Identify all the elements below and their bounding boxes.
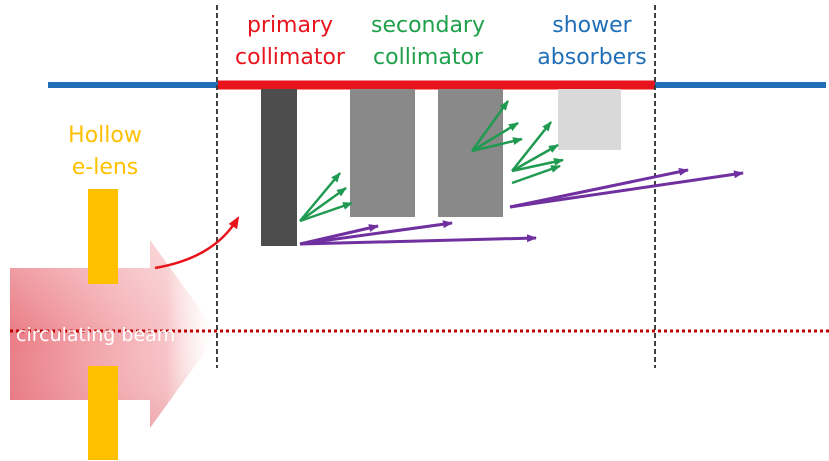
halo-kick-arrow xyxy=(155,218,238,268)
primary-collimator-label-line2: collimator xyxy=(235,45,346,70)
elens-top xyxy=(88,189,118,284)
primary-collimator-block xyxy=(261,89,297,246)
elens-bottom xyxy=(88,366,118,460)
hollow-elens-label-line2: e-lens xyxy=(72,155,139,180)
secondary-collimator-block-2 xyxy=(438,89,503,217)
primary-collimator-label-line1: primary xyxy=(247,13,333,38)
circulating-beam-label: circulating beam xyxy=(16,324,175,346)
secondary-collimator-block-1 xyxy=(350,89,415,217)
shower-absorbers-label-line1: shower xyxy=(552,13,632,38)
hollow-elens-label-line1: Hollow xyxy=(68,123,142,148)
shower-absorbers-label-line2: absorbers xyxy=(537,45,646,70)
secondary-collimator-label-line2: collimator xyxy=(373,45,484,70)
secondary-collimator-label-line1: secondary xyxy=(371,13,485,38)
shower-absorber-block xyxy=(558,89,621,150)
